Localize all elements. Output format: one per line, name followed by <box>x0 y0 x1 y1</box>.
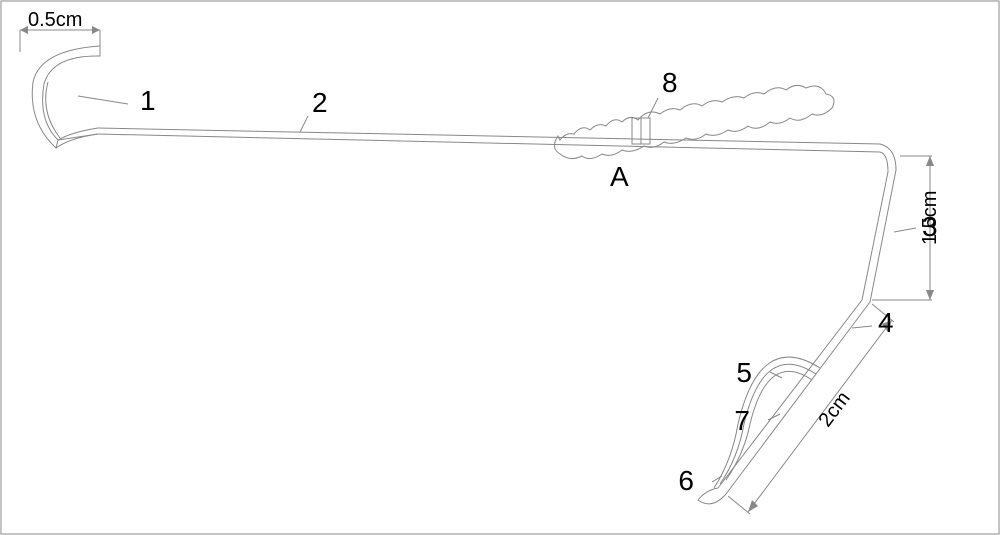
dim-top-left-text: 0.5cm <box>28 9 82 31</box>
diagram-canvas: 0.5cm 1.5cm 2cm 1 2 8 A 3 4 <box>0 0 1000 535</box>
callout-8: 8 <box>662 67 678 98</box>
callout-1: 1 <box>140 85 156 116</box>
dim-diag-text: 2cm <box>814 388 854 431</box>
hook-inner <box>46 82 60 138</box>
hook-end <box>32 46 100 148</box>
callout-6: 6 <box>678 465 694 496</box>
callout-A: A <box>610 161 629 192</box>
callout-7: 7 <box>734 405 750 436</box>
dim-top-left: 0.5cm <box>20 9 100 52</box>
callout-5: 5 <box>736 357 752 388</box>
callout-2: 2 <box>312 87 328 118</box>
shaft-top <box>98 128 880 144</box>
shaft-bottom <box>98 134 880 152</box>
callout-3: 3 <box>922 211 938 242</box>
callout-4: 4 <box>878 307 894 338</box>
frame <box>1 1 999 534</box>
tip <box>698 488 726 504</box>
dim-diag: 2cm <box>728 304 894 514</box>
instrument <box>32 46 896 504</box>
down-outer <box>870 144 896 302</box>
